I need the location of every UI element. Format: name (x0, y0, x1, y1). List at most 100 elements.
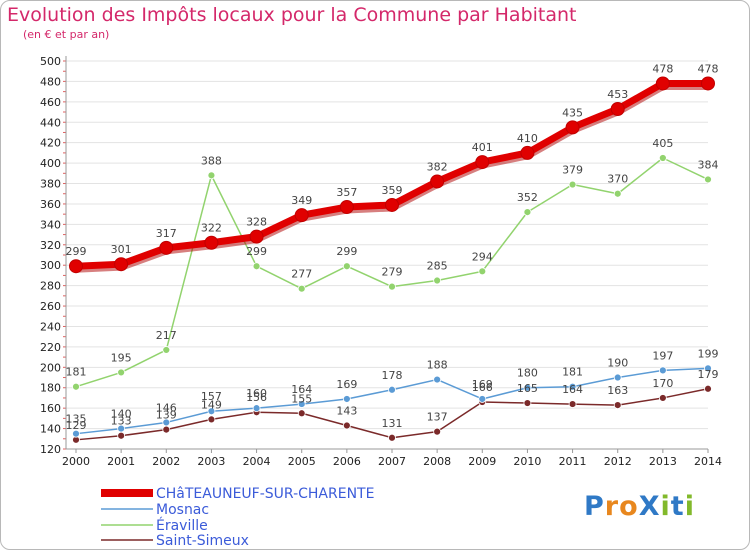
chart-subtitle: (en € et par an) (23, 28, 110, 41)
data-point (72, 429, 80, 438)
logo-letter: r (604, 491, 620, 522)
data-point (475, 155, 490, 170)
data-point (704, 384, 712, 393)
legend-item-2: Éraville (101, 517, 208, 534)
data-point (207, 407, 216, 416)
data-point (297, 409, 306, 418)
data-label: 166 (472, 381, 493, 394)
data-label: 405 (652, 137, 673, 150)
data-label: 401 (472, 141, 493, 154)
data-labels-2: 181 195 217 388 299 277 299 279 285 294 352 379 370 4… (66, 137, 719, 379)
data-label: 299 (336, 245, 357, 258)
proxiti-logo: ProXiti (584, 491, 695, 522)
data-point (565, 120, 580, 135)
data-label: 384 (698, 158, 719, 171)
data-point (704, 364, 712, 373)
data-label: 294 (472, 250, 493, 263)
y-tick-label: 280 (40, 280, 61, 293)
data-label: 169 (336, 378, 357, 391)
data-point (658, 366, 667, 375)
legend-label: Éraville (156, 517, 208, 534)
y-tick-label: 260 (40, 300, 61, 313)
data-point (162, 418, 171, 427)
data-label: 217 (156, 329, 177, 342)
legend-label: Mosnac (156, 502, 209, 518)
data-point (294, 208, 309, 223)
data-label: 359 (382, 184, 403, 197)
chart-title: Evolution des Impôts locaux pour la Comm… (7, 4, 577, 26)
data-label: 135 (66, 413, 87, 426)
data-label: 197 (652, 349, 673, 362)
x-tick-label: 2003 (197, 455, 225, 468)
data-point (342, 395, 351, 403)
data-label: 139 (156, 409, 177, 422)
data-point (342, 421, 351, 430)
data-label: 149 (201, 398, 222, 411)
data-point (117, 431, 126, 440)
x-tick-label: 2012 (604, 455, 632, 468)
data-label: 453 (607, 88, 628, 101)
data-label: 131 (382, 417, 403, 430)
data-label: 357 (336, 186, 357, 199)
y-tick-label: 160 (40, 402, 61, 415)
data-point (433, 276, 442, 285)
data-label: 178 (382, 369, 403, 382)
y-tick-label: 380 (40, 178, 61, 191)
series-line-2 (72, 154, 712, 391)
data-label: 382 (427, 160, 448, 173)
data-point (388, 282, 396, 291)
data-point (658, 394, 667, 402)
data-point (388, 433, 396, 442)
data-point (520, 145, 535, 160)
data-point (69, 259, 83, 274)
data-point (655, 76, 670, 91)
data-label: 478 (698, 62, 719, 75)
data-point (568, 180, 577, 189)
data-label: 379 (562, 164, 583, 177)
data-label: 169 (472, 378, 493, 391)
legend-label: Saint-Simeux (156, 533, 249, 549)
data-point (204, 235, 219, 250)
data-point (162, 425, 171, 434)
x-tick-label: 2005 (288, 455, 316, 468)
data-label: 164 (562, 383, 583, 396)
data-label: 181 (66, 366, 87, 379)
data-label: 299 (246, 245, 267, 258)
y-tick-label: 300 (40, 259, 61, 272)
y-tick-label: 120 (40, 443, 61, 456)
data-point (162, 346, 171, 354)
series-line-1 (72, 364, 712, 438)
logo-letter: i (684, 491, 695, 522)
data-label: 388 (201, 154, 222, 167)
data-point (297, 400, 306, 408)
data-point (207, 171, 216, 180)
data-label: 301 (111, 243, 132, 256)
data-point (433, 375, 442, 384)
y-tick-label: 460 (40, 96, 61, 109)
data-point (613, 189, 622, 198)
data-labels-1: 135 140 146 157 160 164 169 178 188 169 180 181 190 1… (66, 347, 719, 425)
data-label: 146 (156, 401, 177, 414)
legend-item-1: Mosnac (101, 502, 209, 518)
data-point (252, 262, 261, 271)
x-tick-label: 2000 (62, 455, 90, 468)
data-label: 299 (66, 245, 87, 258)
data-label: 322 (201, 222, 222, 235)
data-point (430, 174, 445, 189)
data-label: 165 (517, 382, 538, 395)
data-point (207, 415, 216, 424)
y-tick-label: 440 (40, 116, 61, 129)
legend-item-3: Saint-Simeux (101, 533, 249, 549)
y-tick-label: 340 (40, 218, 61, 231)
data-point (610, 101, 625, 116)
y-tick-label: 180 (40, 382, 61, 395)
x-tick-label: 2004 (243, 455, 271, 468)
data-point (249, 229, 264, 244)
data-point (72, 382, 80, 391)
data-point (159, 240, 174, 255)
data-label: 170 (652, 377, 673, 390)
logo-letter: t (670, 491, 685, 522)
logo-letter: P (584, 491, 605, 522)
